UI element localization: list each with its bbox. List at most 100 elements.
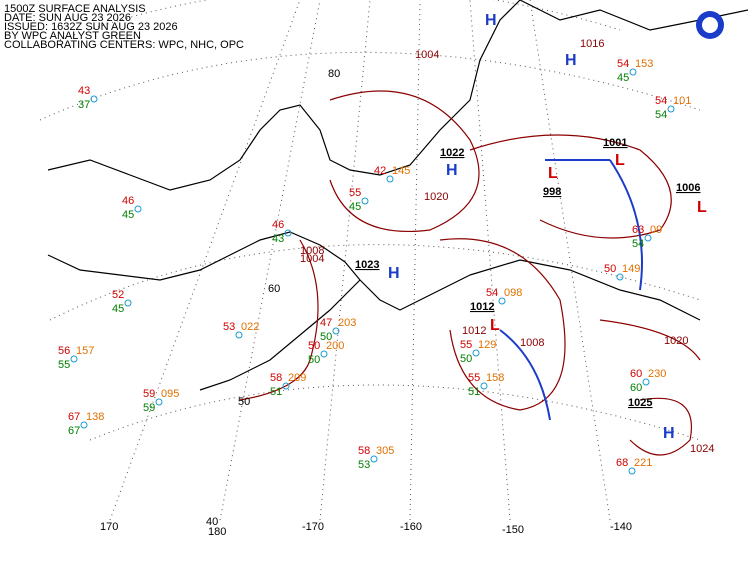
center-symbol: L	[697, 199, 707, 216]
center-pressure: 1006	[676, 182, 700, 194]
station-pressure: 203	[338, 317, 356, 329]
station-circle	[90, 95, 98, 103]
center-symbol: L	[548, 165, 558, 182]
station-circle	[70, 355, 78, 363]
grid-label: 170	[100, 521, 118, 533]
grid-label: -150	[502, 524, 524, 536]
center-symbol: H	[485, 12, 497, 29]
station-pressure: 158	[486, 372, 504, 384]
station-temp: 53	[223, 321, 235, 333]
isobar-label: 1008	[520, 337, 544, 349]
station-dewpoint: 50	[320, 331, 332, 343]
header-line: ISSUED: 1632Z SUN AUG 23 2026	[4, 21, 178, 33]
isobar-label: 1024	[690, 443, 714, 455]
station-temp: 46	[122, 195, 134, 207]
station-temp: 60	[630, 368, 642, 380]
station-dewpoint: 51	[468, 386, 480, 398]
header-line: DATE: SUN AUG 23 2026	[4, 12, 131, 24]
grid-label: -160	[400, 521, 422, 533]
station-temp: 50	[604, 263, 616, 275]
station-temp: 52	[112, 289, 124, 301]
isobar-label: 1016	[580, 38, 604, 50]
station-dewpoint: 54	[655, 109, 667, 121]
center-symbol: L	[615, 152, 625, 169]
header-line: COLLABORATING CENTERS: WPC, NHC, OPC	[4, 39, 244, 51]
station-pressure: 129	[478, 339, 496, 351]
station-temp: 59	[143, 388, 155, 400]
grid-label: -140	[610, 521, 632, 533]
station-dewpoint: 51	[270, 386, 282, 398]
station-temp: 54	[655, 95, 667, 107]
station-dewpoint: 45	[122, 209, 134, 221]
station-circle	[124, 299, 132, 307]
station-pressure: 138	[86, 411, 104, 423]
isobar-label: 1012	[462, 325, 486, 337]
station-circle	[616, 273, 624, 281]
center-pressure: 998	[543, 186, 561, 198]
station-pressure: 101	[673, 95, 691, 107]
station-circle	[284, 229, 292, 237]
station-pressure: 09	[650, 224, 662, 236]
station-circle	[386, 175, 394, 183]
station-dewpoint: 50	[308, 354, 320, 366]
station-circle	[642, 378, 650, 386]
station-circle	[320, 350, 328, 358]
station-pressure: 221	[634, 457, 652, 469]
center-pressure: 1012	[470, 301, 494, 313]
station-pressure: 145	[392, 165, 410, 177]
station-dewpoint: 55	[58, 359, 70, 371]
header-line: BY WPC ANALYST GREEN	[4, 30, 141, 42]
station-dewpoint: 45	[112, 303, 124, 315]
station-temp: 55	[460, 339, 472, 351]
center-symbol: H	[565, 52, 577, 69]
center-symbol: H	[446, 162, 458, 179]
station-temp: 54	[486, 287, 498, 299]
station-circle	[370, 455, 378, 463]
grid-label: 60	[268, 283, 280, 295]
station-dewpoint: 53	[358, 459, 370, 471]
station-pressure: 230	[648, 368, 666, 380]
station-temp: 47	[320, 317, 332, 329]
station-pressure: 022	[241, 321, 259, 333]
grid-label: -170	[302, 521, 324, 533]
station-temp: 56	[58, 345, 70, 357]
station-circle	[644, 234, 652, 242]
station-temp: 46	[272, 219, 284, 231]
station-pressure: 200	[326, 340, 344, 352]
noaa-logo	[696, 11, 724, 39]
graticule	[39, 0, 701, 521]
station-dewpoint: 50	[460, 353, 472, 365]
fronts	[499, 159, 643, 421]
center-symbol: L	[490, 317, 500, 334]
isobars	[239, 90, 701, 456]
station-dewpoint: 37	[78, 99, 90, 111]
center-pressure: 1001	[603, 137, 627, 149]
station-circle	[155, 398, 163, 406]
station-temp: 58	[270, 372, 282, 384]
station-temp: 42	[374, 165, 386, 177]
station-dewpoint: 54	[632, 238, 644, 250]
station-temp: 67	[68, 411, 80, 423]
station-circle	[498, 297, 506, 305]
center-pressure: 1025	[628, 397, 652, 409]
station-dewpoint: 45	[349, 201, 361, 213]
station-pressure: 098	[504, 287, 522, 299]
station-pressure: 149	[622, 263, 640, 275]
station-temp: 68	[616, 457, 628, 469]
station-dewpoint: 67	[68, 425, 80, 437]
isobar-label: 1008	[300, 245, 324, 257]
station-circle	[628, 467, 636, 475]
header-line: 1500Z SURFACE ANALYSIS	[4, 3, 146, 15]
station-temp: 50	[308, 340, 320, 352]
station-pressure: 209	[288, 372, 306, 384]
grid-label: 40	[206, 516, 218, 528]
station-circle	[80, 421, 88, 429]
station-temp: 58	[358, 445, 370, 457]
station-pressure: 095	[161, 388, 179, 400]
station-circle	[134, 205, 142, 213]
station-circle	[332, 327, 340, 335]
station-pressure: 305	[376, 445, 394, 457]
station-dewpoint: 60	[630, 382, 642, 394]
